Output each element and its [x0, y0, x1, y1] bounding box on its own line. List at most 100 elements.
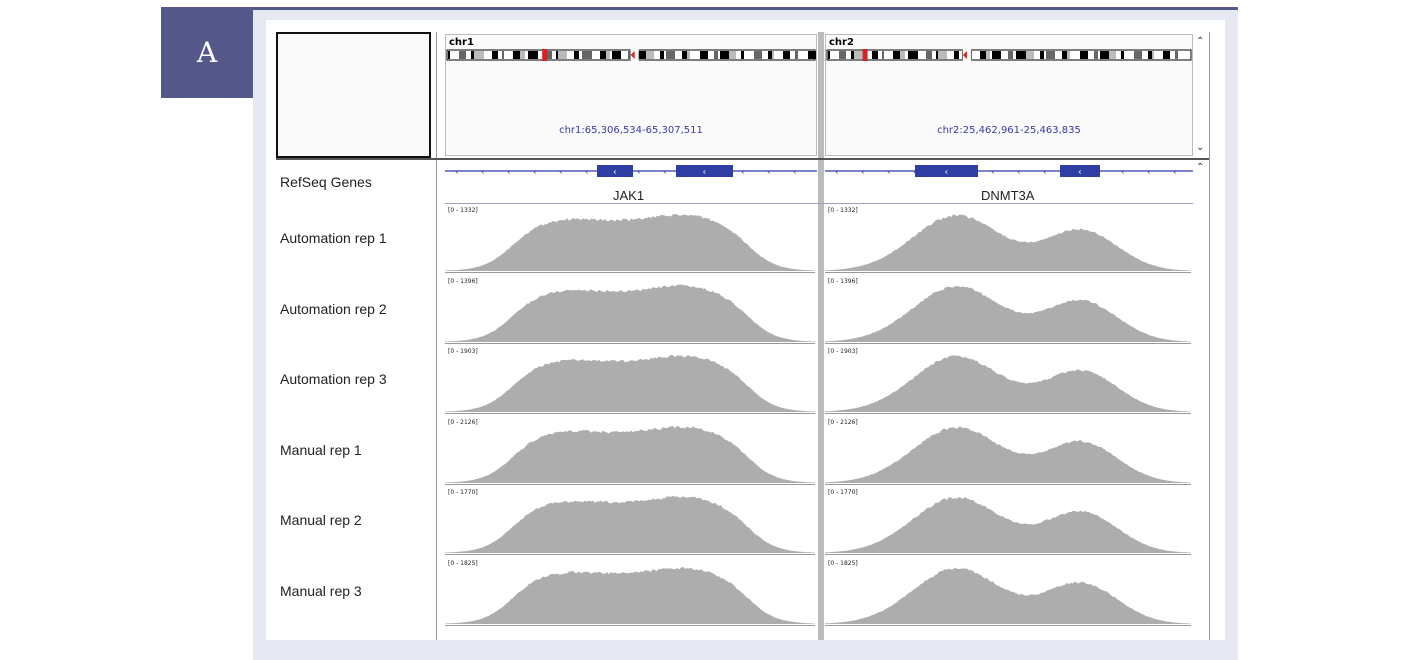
chromosome-band: [520, 51, 525, 59]
chromosome-band: [830, 51, 839, 59]
chromosome-band: [675, 51, 682, 59]
chromosome-band: [1001, 51, 1008, 59]
data-range-label: [0 - 1825]: [448, 559, 478, 567]
centromere-gap: [630, 49, 639, 61]
chromosome-band: [882, 51, 884, 59]
chromosome-band: [582, 51, 592, 59]
current-region-marker: [542, 49, 548, 61]
panel-label: A: [161, 7, 253, 98]
chromosome-band: [878, 51, 882, 59]
chromosome-band: [926, 51, 932, 59]
chromosome-band: [498, 51, 502, 59]
coverage-track-left: [445, 495, 815, 555]
chromosome-band: [646, 51, 654, 59]
coverage-area: [825, 567, 1191, 624]
strand-arrow: ‹: [1043, 168, 1047, 178]
chromosome-band: [1142, 51, 1148, 59]
strand-arrow: ‹: [887, 168, 891, 178]
chromosome-band: [1026, 51, 1034, 59]
strand-arrow: ‹: [991, 168, 995, 178]
name-panel-divider: [436, 32, 437, 640]
chromosome-band: [660, 51, 664, 59]
chromosome-band: [1034, 51, 1040, 59]
chromosome-band: [502, 51, 504, 59]
chromosome-band: [552, 51, 556, 59]
chromosome-band: [1098, 51, 1100, 59]
chromosome-band: [783, 51, 790, 59]
data-range-label: [0 - 1332]: [828, 207, 858, 214]
chromosome-band: [1046, 51, 1055, 59]
chromosome-band: [538, 51, 546, 59]
track-label: Manual rep 3: [280, 582, 362, 599]
strand-arrow: ‹: [507, 168, 511, 178]
chromosome-band: [754, 51, 762, 59]
chromosome-band: [893, 51, 900, 59]
chromosome-band: [900, 51, 905, 59]
gene-name-left: JAK1: [613, 188, 645, 203]
chromosome-band: [687, 51, 690, 59]
chromosome-band: [795, 51, 798, 59]
coverage-area: [825, 214, 1191, 271]
chromosome-band: [1094, 51, 1098, 59]
chromosome-band: [972, 51, 980, 59]
coverage-area: [825, 496, 1191, 553]
chevron-down-icon[interactable]: ⌄: [1196, 142, 1205, 153]
chromosome-band: [1100, 51, 1109, 59]
data-range-label: [0 - 1770]: [448, 489, 478, 496]
chromosome-band: [839, 51, 846, 59]
gene-track-divider: [445, 203, 1193, 204]
chromosome-band: [864, 51, 872, 59]
strand-arrow: ‹: [1121, 168, 1125, 178]
chromosome-band: [448, 51, 450, 59]
chromosome-band: [558, 51, 567, 59]
coverage-track-right: [825, 355, 1191, 414]
strand-arrow: ‹: [613, 168, 617, 178]
chromosome-band: [654, 51, 660, 59]
data-range-label: [0 - 2126]: [828, 418, 858, 426]
chromosome-band: [708, 51, 714, 59]
chromosome-band: [1178, 51, 1188, 59]
chromosome-band: [1008, 51, 1013, 59]
ideogram-panel-left: chr1 chr1:65,306,534-65,307,511: [445, 34, 817, 156]
chromosome-band: [854, 51, 864, 59]
data-range-label: [0 - 1903]: [828, 348, 858, 355]
strand-arrow: ‹: [481, 168, 485, 178]
coverage-track-left: [445, 425, 815, 485]
chromosome-band: [992, 51, 1001, 59]
strand-arrow: ‹: [533, 168, 537, 178]
chromosome-band: [636, 51, 646, 59]
chromosome-band: [574, 51, 579, 59]
data-range-label: [0 - 1396]: [828, 277, 858, 285]
chevron-up-icon[interactable]: ⌃: [1196, 162, 1205, 173]
current-region-marker: [862, 49, 868, 61]
chromosome-band: [700, 51, 708, 59]
strand-arrow: ‹: [637, 168, 641, 178]
coverage-track-right: [825, 496, 1191, 555]
chromosome-band: [567, 51, 574, 59]
chromosome-band: [768, 51, 772, 59]
track-label: Automation rep 2: [280, 300, 387, 317]
chromosome-band: [621, 51, 628, 59]
chromosome-band: [1148, 51, 1152, 59]
gene-exon: [597, 165, 633, 177]
chromosome-band: [808, 51, 816, 59]
data-range-label: [0 - 1825]: [828, 559, 858, 567]
chromosome-band: [1163, 51, 1170, 59]
chromosome-band: [1067, 51, 1070, 59]
data-range-label: [0 - 1396]: [448, 277, 478, 285]
chromosome-band: [628, 51, 633, 59]
strand-arrow: ‹: [559, 168, 563, 178]
chromosome-band: [905, 51, 908, 59]
data-range-label: [0 - 1903]: [448, 348, 478, 355]
centromere: [962, 51, 967, 59]
coverage-area: [445, 425, 815, 483]
strand-arrow: ‹: [793, 168, 797, 178]
chromosome-band: [954, 51, 959, 59]
chevron-up-icon[interactable]: ⌃: [1196, 36, 1205, 47]
coverage-area: [445, 495, 815, 553]
chromosome-band: [729, 51, 736, 59]
chromosome-band: [556, 51, 558, 59]
chromosome-band: [714, 51, 718, 59]
ideogram-panel-right: chr2 chr2:25,462,961-25,463,835: [825, 34, 1193, 156]
chromosome-band: [579, 51, 582, 59]
